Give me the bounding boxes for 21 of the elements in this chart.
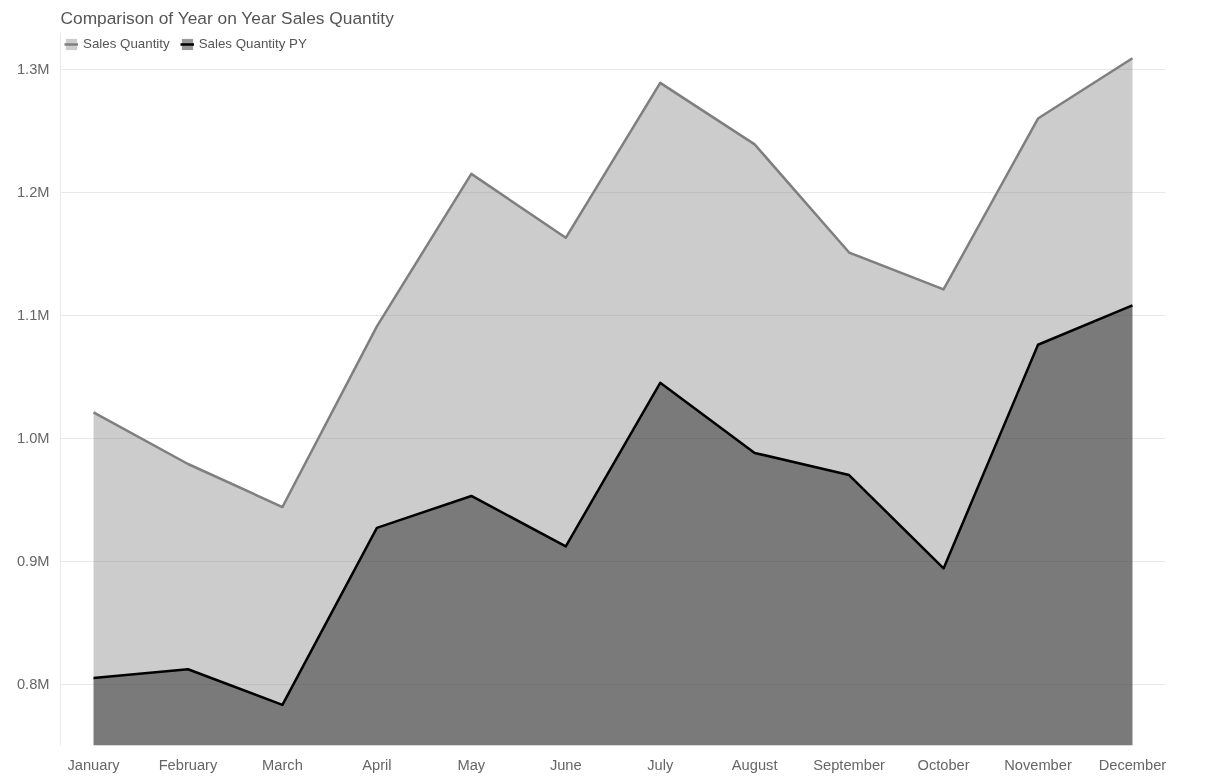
y-tick-label: 1.2M (16, 184, 50, 201)
y-tick-label: 1.3M (16, 61, 50, 78)
y-tick-label: 1.0M (16, 430, 50, 447)
x-tick-label: June (549, 756, 582, 773)
x-tick-label: October (917, 756, 970, 773)
x-tick-label: September (813, 756, 886, 773)
y-tick-label: 0.9M (16, 553, 50, 570)
x-tick-label: November (1004, 756, 1072, 773)
legend-label: Sales Quantity PY (198, 36, 307, 51)
x-tick-label: May (457, 756, 486, 773)
x-tick-label: March (262, 756, 303, 773)
chart-title: Comparison of Year on Year Sales Quantity (60, 7, 395, 28)
legend-label: Sales Quantity (83, 36, 170, 51)
x-tick-label: April (362, 756, 392, 773)
y-tick-label: 1.1M (16, 307, 50, 324)
x-tick-label: January (67, 756, 121, 773)
x-tick-label: July (647, 756, 674, 773)
x-tick-label: August (731, 756, 778, 773)
y-tick-label: 0.8M (16, 676, 50, 693)
x-tick-label: December (1098, 756, 1167, 773)
x-tick-label: February (158, 756, 218, 773)
